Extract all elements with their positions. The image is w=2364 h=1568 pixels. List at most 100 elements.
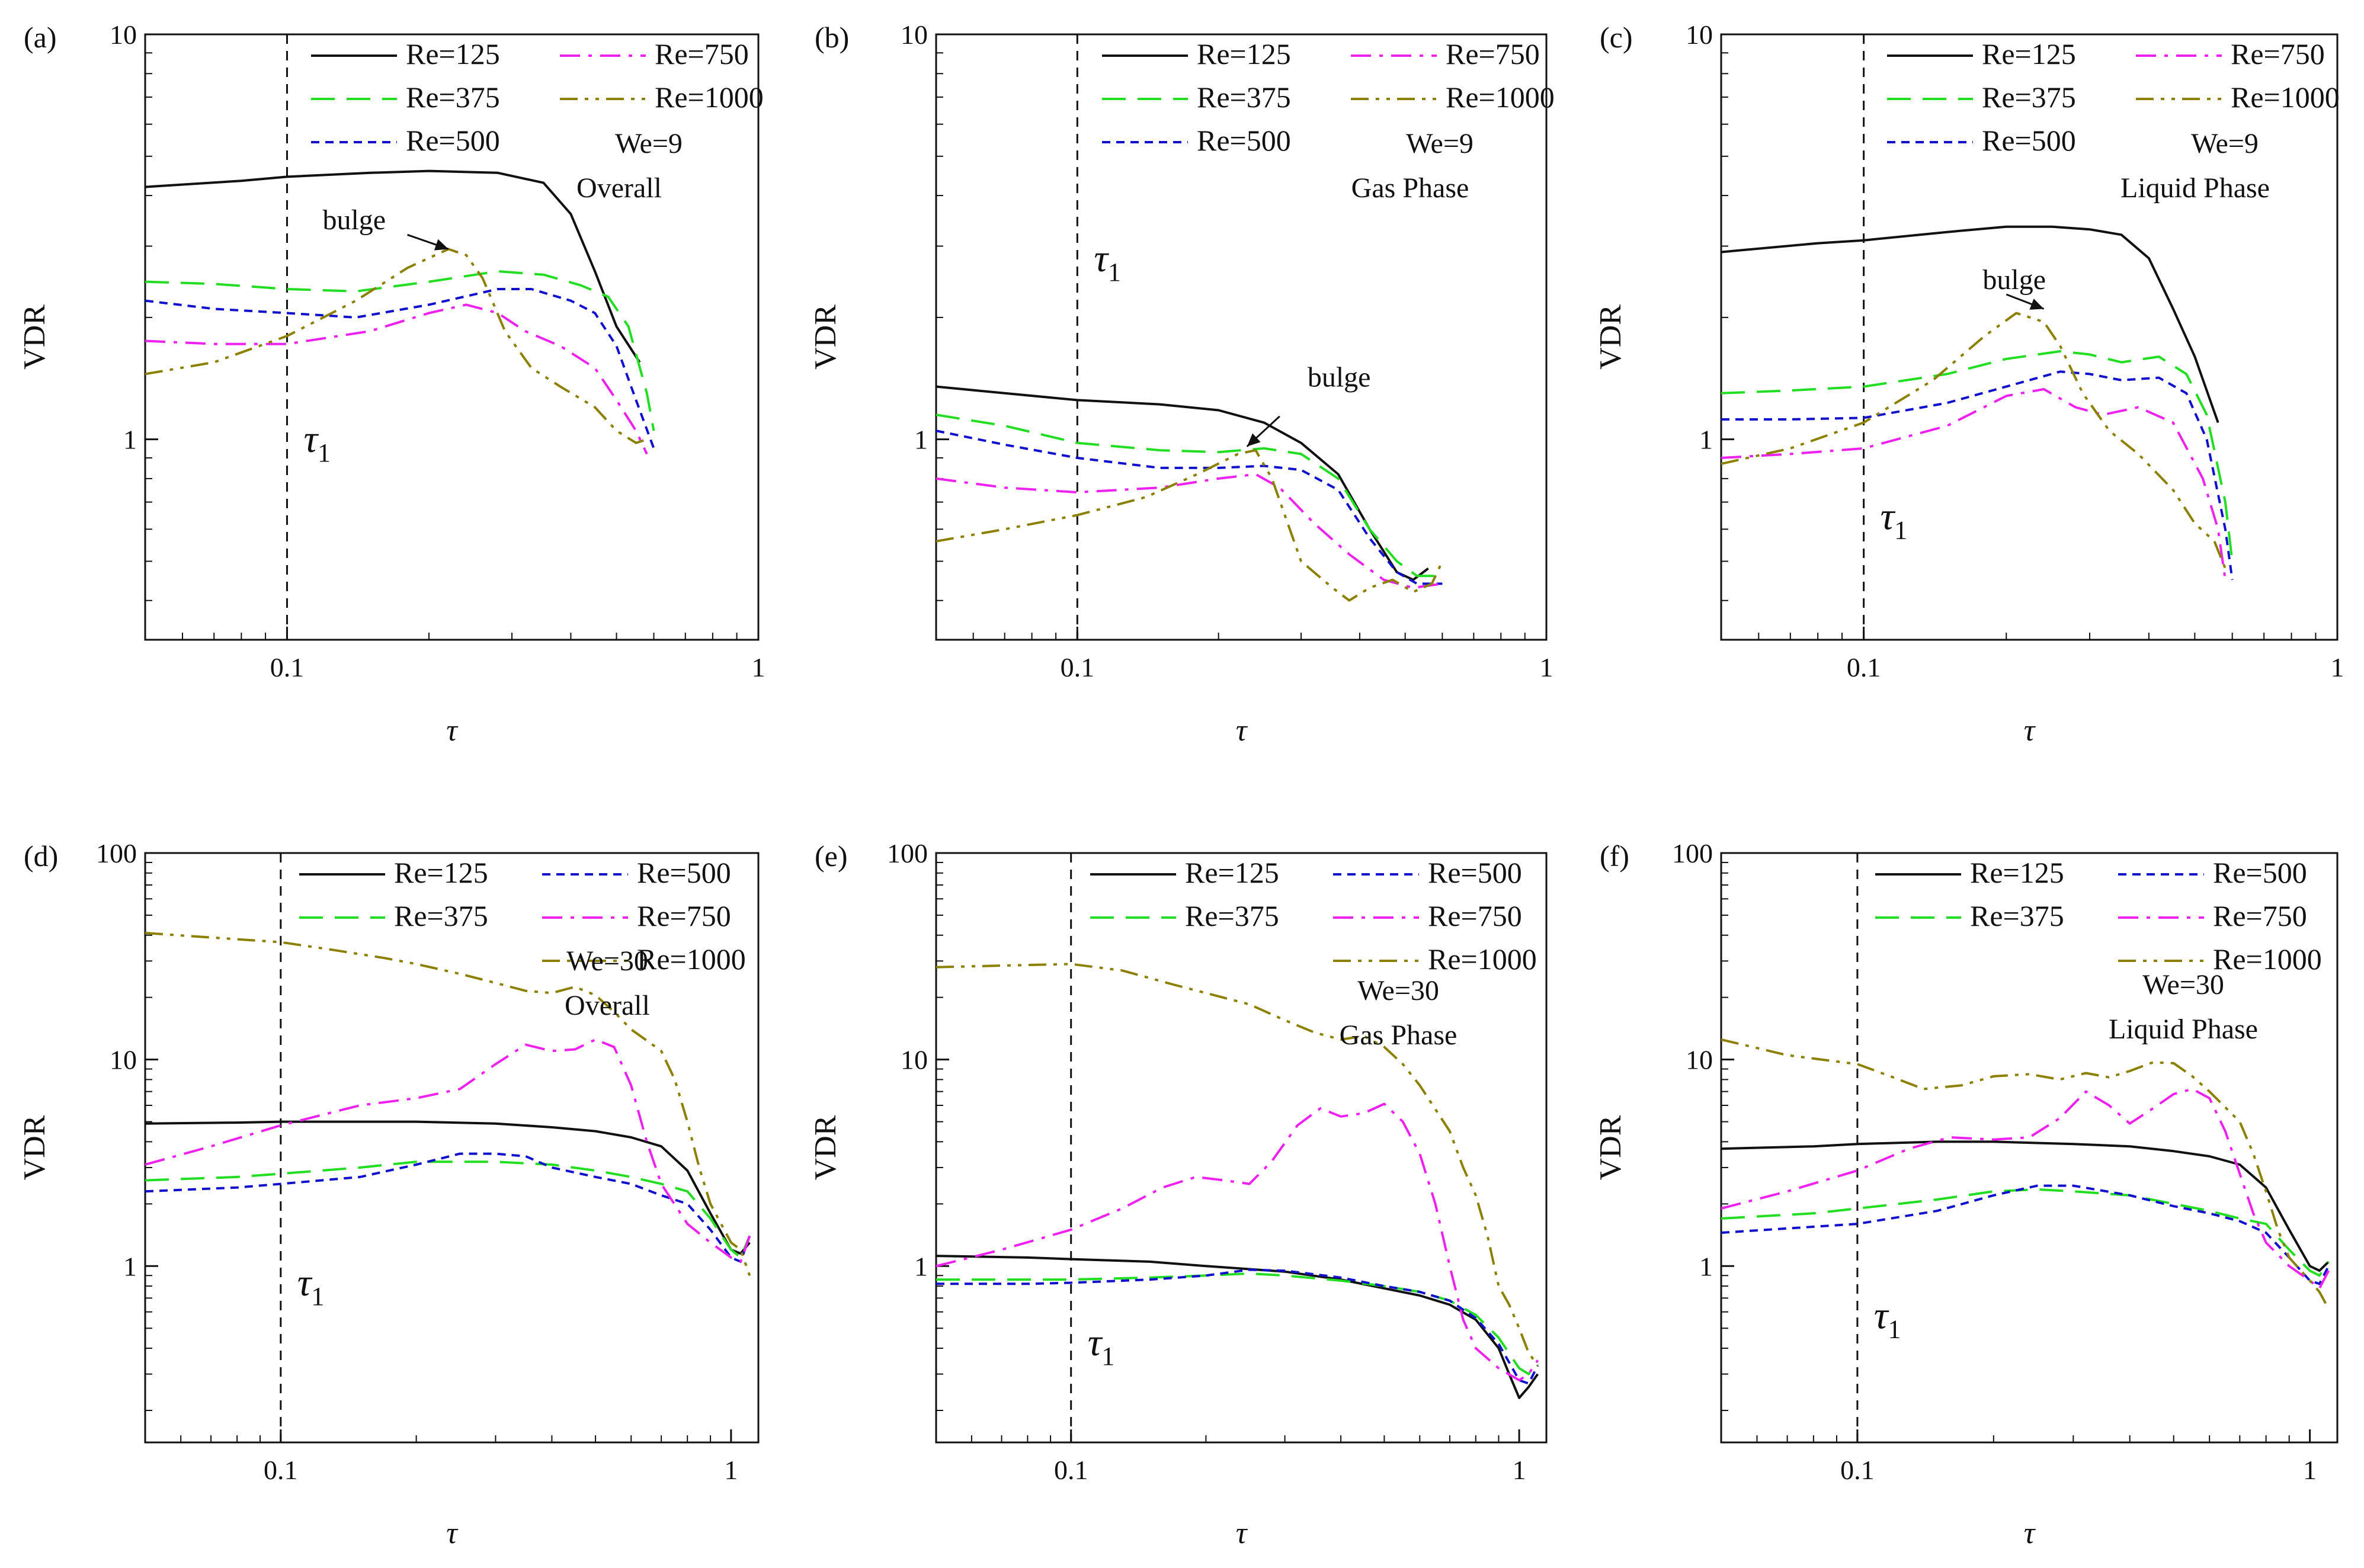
legend-label: Re=1000 xyxy=(2213,942,2322,976)
y-tick-label: 100 xyxy=(1672,838,1713,868)
legend-label: Re=125 xyxy=(1185,856,1279,889)
bulge-arrow-head xyxy=(434,239,449,251)
legend-label: Re=125 xyxy=(1982,37,2076,70)
tau1-label: τ1 xyxy=(297,1261,325,1311)
panel-label: (c) xyxy=(1600,21,1633,54)
series-line-re-500 xyxy=(936,429,1443,585)
y-axis-title: VDR xyxy=(1594,304,1628,370)
series-line-re-1000 xyxy=(145,932,751,1276)
plot-frame xyxy=(1720,852,2339,1444)
legend-label: Re=500 xyxy=(2213,856,2307,889)
y-tick-label: 10 xyxy=(110,1045,137,1075)
y-tick-label: 100 xyxy=(96,838,137,868)
panel-label: (b) xyxy=(815,21,849,54)
tau1-label: τ1 xyxy=(1094,237,1121,287)
legend-label: Re=750 xyxy=(1446,37,1540,70)
y-tick-label: 100 xyxy=(887,838,928,868)
legend-label: Re=1000 xyxy=(1428,942,1537,976)
bulge-label: bulge xyxy=(1308,362,1371,393)
series-line-re-750 xyxy=(1721,388,2227,581)
y-tick-label: 1 xyxy=(123,1251,137,1281)
series-line-re-1000 xyxy=(1721,1038,2330,1310)
x-tick-label: 1 xyxy=(724,1455,738,1485)
legend-label: Re=1000 xyxy=(655,81,764,114)
phase-annotation: Liquid Phase xyxy=(2120,172,2270,204)
legend-label: Re=1000 xyxy=(1446,81,1555,114)
series-line-re-1000 xyxy=(145,248,648,444)
legend-label: Re=125 xyxy=(394,856,488,889)
y-tick-label: 1 xyxy=(123,425,137,455)
plot-frame xyxy=(935,33,1548,641)
phase-annotation: Gas Phase xyxy=(1340,1019,1458,1051)
tau1-label: τ1 xyxy=(303,418,331,467)
y-tick-label: 1 xyxy=(1699,1251,1713,1281)
legend-label: Re=375 xyxy=(1982,81,2076,114)
series-line-re-375 xyxy=(1721,1188,2330,1277)
x-axis-title: τ xyxy=(1236,714,1248,748)
bulge-arrow-head xyxy=(2029,299,2044,310)
series-line-re-125 xyxy=(1721,225,2219,424)
legend-label: Re=500 xyxy=(1428,856,1522,889)
tau1-label: τ1 xyxy=(1088,1321,1115,1371)
bulge-label: bulge xyxy=(1982,264,2046,296)
x-tick-label: 0.1 xyxy=(1061,652,1095,682)
y-axis-title: VDR xyxy=(809,304,843,370)
legend-label: Re=750 xyxy=(655,37,749,70)
x-axis-title: τ xyxy=(446,714,459,748)
weber-annotation: We=30 xyxy=(2142,969,2224,1001)
series-line-re-500 xyxy=(1721,1184,2330,1285)
x-tick-label: 0.1 xyxy=(1840,1455,1875,1485)
y-axis-title: VDR xyxy=(1594,1115,1628,1180)
legend-label: Re=1000 xyxy=(637,942,746,976)
series-line-re-750 xyxy=(936,473,1443,589)
panel-label: (d) xyxy=(24,839,58,873)
series-line-re-375 xyxy=(936,413,1436,578)
series-line-re-750 xyxy=(145,1038,751,1263)
panel-c: 0.1 1 1 10 (c) τ VDR τ1 Re=125 Re=750 Re=375 Re=100… xyxy=(1594,20,2344,748)
legend-label: Re=375 xyxy=(1970,899,2064,932)
panel-b: 0.1 1 1 10 (b) τ VDR τ1 Re=125 Re=750 Re=375 Re=100… xyxy=(809,20,1555,748)
panel-e: 0.1 1 1 10 100 (e) τ VDR τ1 Re=125 Re=500 Re=375 Re=… xyxy=(809,838,1548,1550)
legend-label: Re=375 xyxy=(1197,81,1291,114)
y-axis-title: VDR xyxy=(18,304,52,370)
x-tick-label: 1 xyxy=(2331,652,2344,682)
panel-a: 0.1 1 1 10 (a) τ VDR τ1 Re=125 Re=750 Re=375 Re=100… xyxy=(18,20,765,748)
y-tick-label: 1 xyxy=(914,425,928,455)
x-axis-title: τ xyxy=(1236,1516,1248,1550)
x-tick-label: 0.1 xyxy=(264,1455,298,1485)
phase-annotation: Overall xyxy=(576,172,662,204)
series-line-re-375 xyxy=(145,270,655,431)
x-tick-label: 1 xyxy=(1513,1455,1526,1485)
panel-label: (f) xyxy=(1600,839,1629,873)
weber-annotation: We=9 xyxy=(1406,128,1474,159)
series-line-re-375 xyxy=(145,1160,751,1259)
y-tick-label: 10 xyxy=(901,20,928,50)
legend-label: Re=125 xyxy=(1970,856,2064,889)
weber-annotation: We=9 xyxy=(615,128,683,159)
x-tick-label: 0.1 xyxy=(270,652,305,682)
series-line-re-125 xyxy=(1721,1140,2330,1272)
series-line-re-375 xyxy=(1721,350,2234,562)
series-line-re-500 xyxy=(1721,370,2234,581)
plot-frame xyxy=(144,33,760,641)
x-axis-title: τ xyxy=(2024,1516,2036,1550)
series-line-re-500 xyxy=(936,1268,1539,1385)
legend-label: Re=500 xyxy=(1197,124,1291,157)
legend-label: Re=375 xyxy=(394,899,488,932)
phase-annotation: Gas Phase xyxy=(1351,172,1469,204)
weber-annotation: We=30 xyxy=(566,945,648,977)
phase-annotation: Overall xyxy=(565,990,650,1021)
panel-d: 0.1 1 1 10 100 (d) τ VDR τ1 Re=125 Re=500 Re=375 Re=… xyxy=(18,838,760,1550)
legend-label: Re=750 xyxy=(1428,899,1522,932)
legend-label: Re=750 xyxy=(637,899,731,932)
x-tick-label: 1 xyxy=(1540,652,1553,682)
series-line-re-125 xyxy=(936,1255,1539,1399)
weber-annotation: We=9 xyxy=(2191,128,2259,159)
phase-annotation: Liquid Phase xyxy=(2109,1014,2258,1045)
tau1-label: τ1 xyxy=(1874,1294,1901,1343)
series-line-re-750 xyxy=(1721,1088,2330,1290)
series-line-re-750 xyxy=(145,303,648,455)
x-tick-label: 0.1 xyxy=(1847,652,1881,682)
bulge-arrow-head xyxy=(1247,433,1261,447)
